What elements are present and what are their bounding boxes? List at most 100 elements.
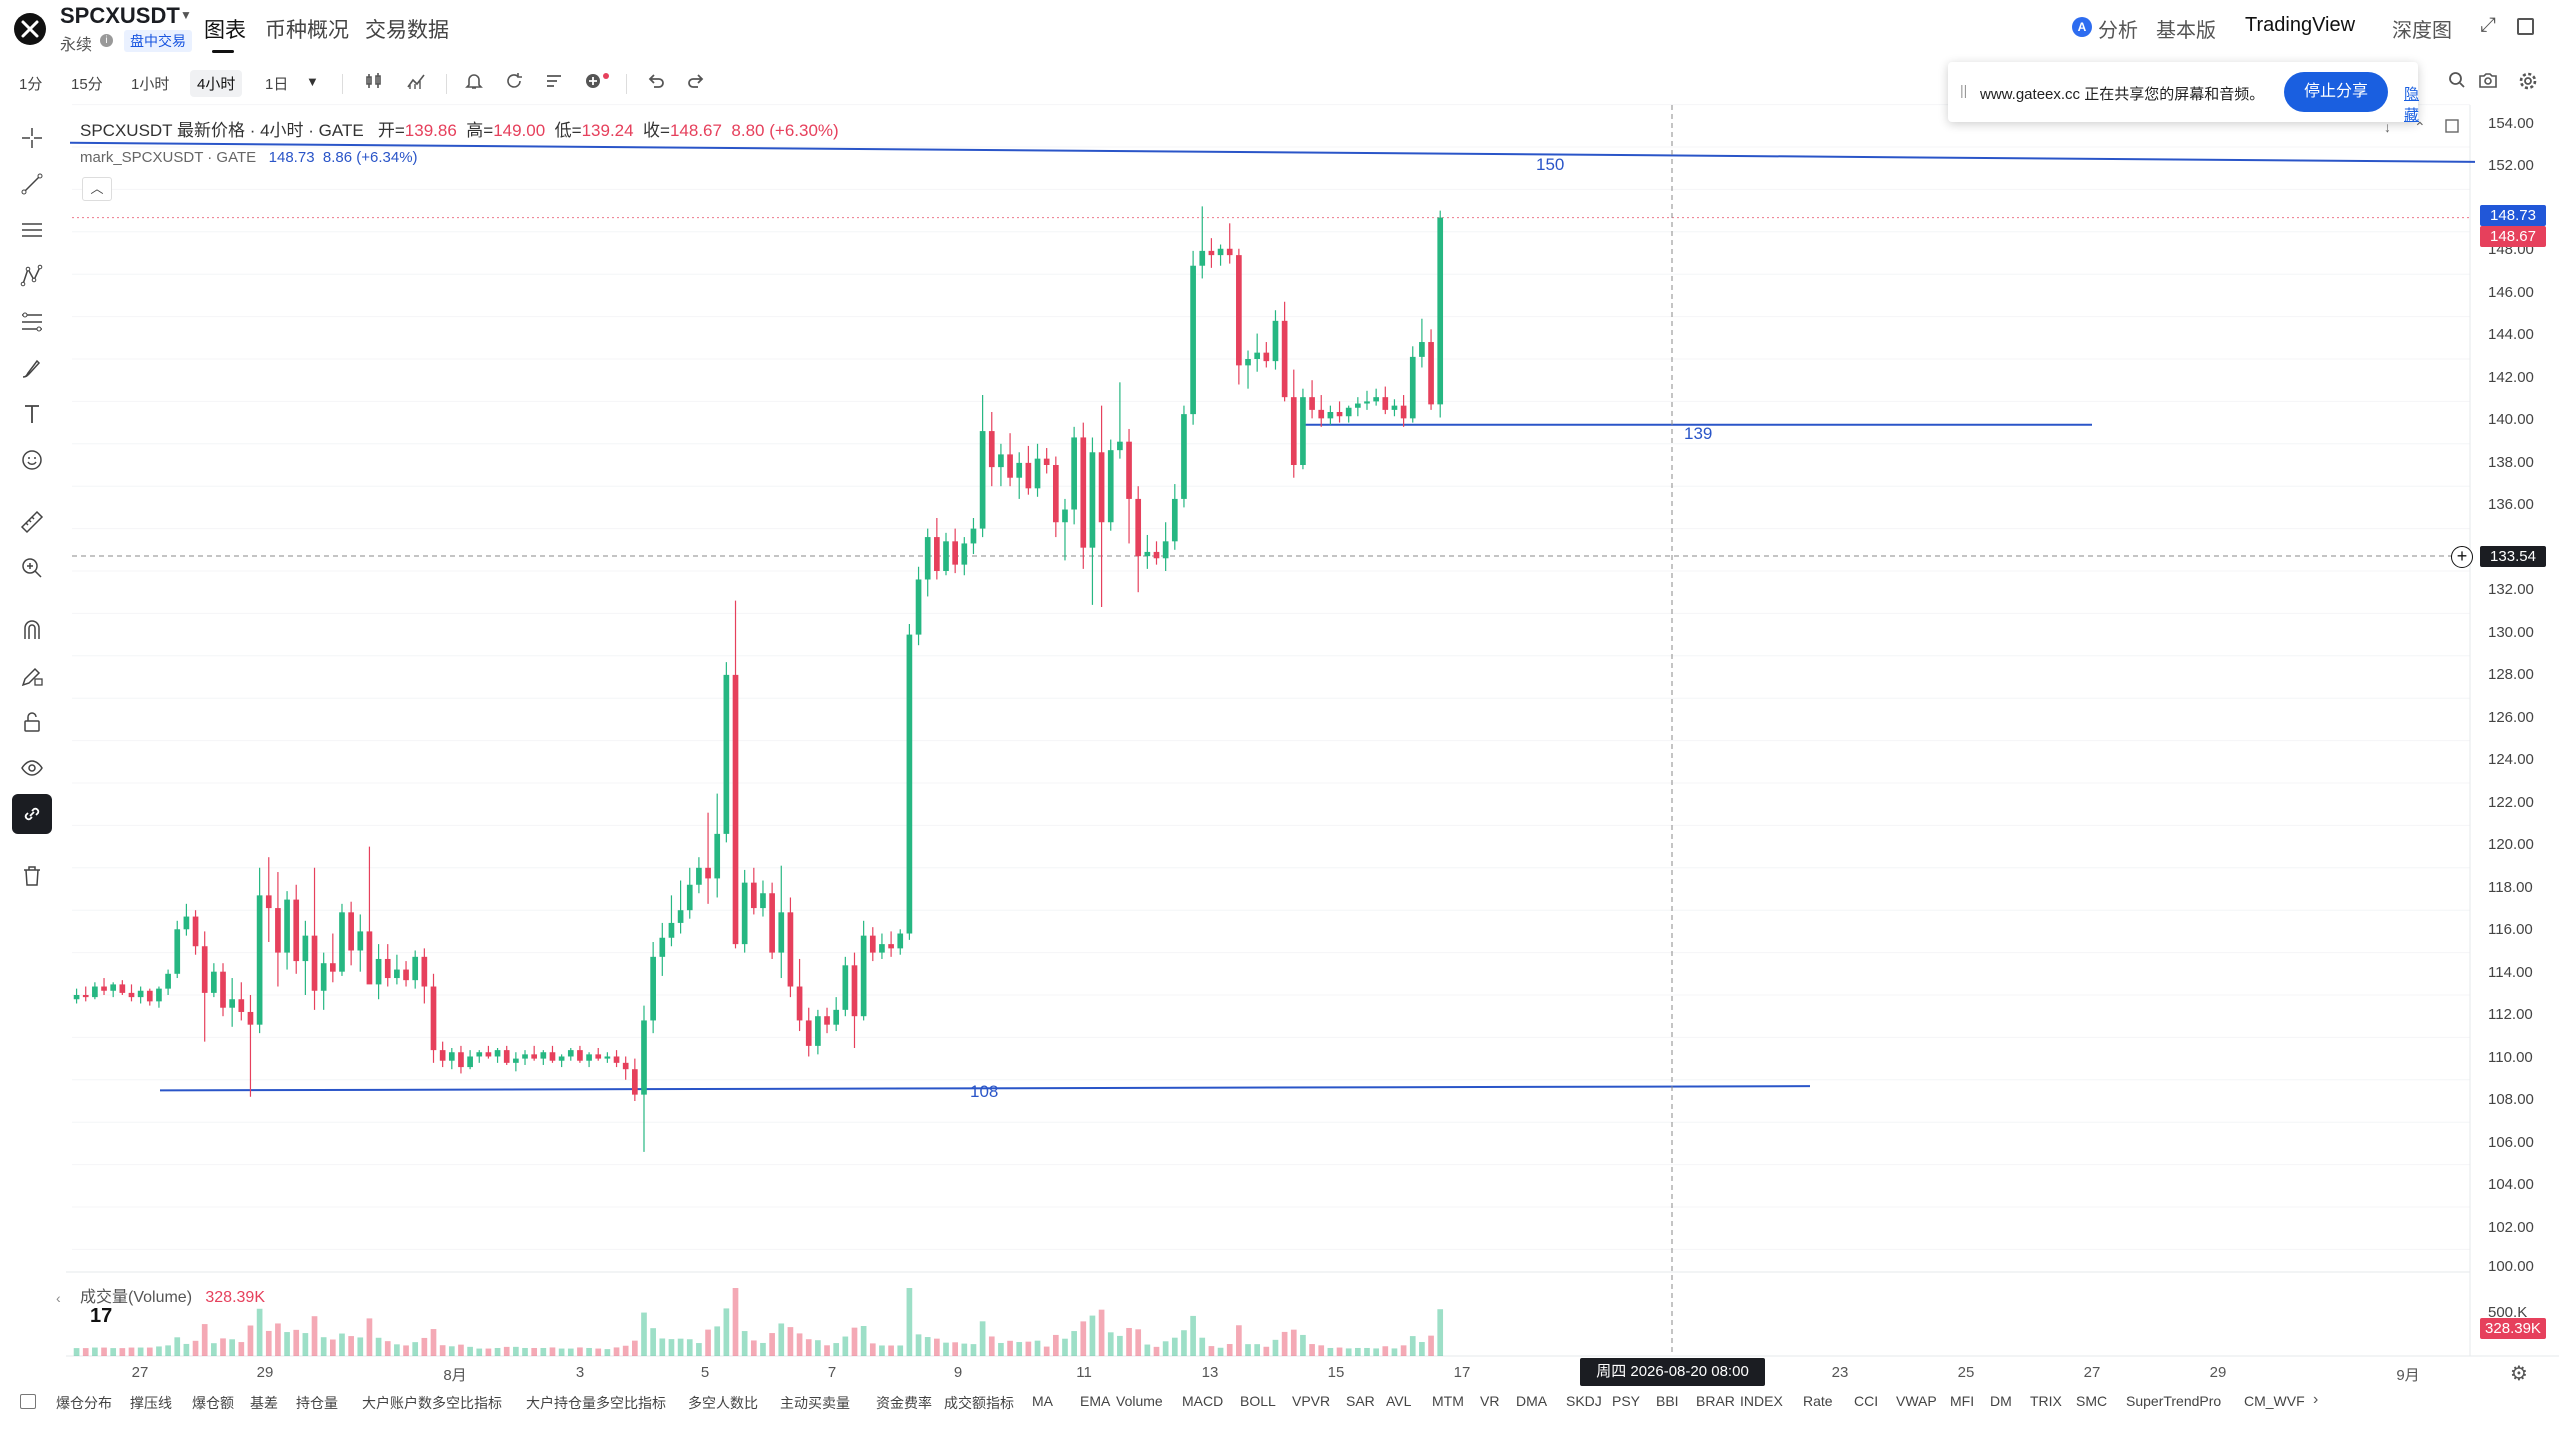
volume-bar xyxy=(1437,1309,1444,1356)
replay-icon[interactable] xyxy=(504,71,524,96)
indicator-02[interactable]: 爆仓额 xyxy=(192,1395,234,1411)
remove-drawings-tool[interactable] xyxy=(12,856,52,896)
indicator-31[interactable]: DM xyxy=(1990,1393,2012,1409)
collapse-legend-button[interactable]: ︿ xyxy=(82,177,112,201)
emoji-tool[interactable] xyxy=(12,440,52,480)
lock-drawings-tool[interactable] xyxy=(12,656,52,696)
timeframe-1h[interactable]: 1小时 xyxy=(131,76,170,93)
timeframe-4h[interactable]: 4小时 xyxy=(190,70,243,97)
add-alert-plus-icon[interactable]: + xyxy=(2451,546,2473,568)
indicator-08[interactable]: 主动买卖量 xyxy=(780,1395,850,1411)
analysis-button[interactable]: 分析 xyxy=(2098,20,2138,42)
volume-bar xyxy=(1016,1342,1023,1356)
tab-coin-overview[interactable]: 币种概况 xyxy=(265,19,349,42)
indicator-05[interactable]: 大户账户数多空比指标 xyxy=(362,1395,502,1411)
trend-line-tool[interactable] xyxy=(12,164,52,204)
zoom-in-tool[interactable] xyxy=(12,548,52,588)
drag-handle-icon[interactable]: || xyxy=(1960,82,1968,98)
lock-tool[interactable] xyxy=(12,702,52,742)
indicator-30[interactable]: MFI xyxy=(1950,1393,1975,1409)
indicator-03[interactable]: 基差 xyxy=(250,1395,278,1411)
chevron-right-icon[interactable]: › xyxy=(2313,1391,2319,1408)
indicator-17[interactable]: SAR xyxy=(1346,1393,1375,1409)
camera-icon[interactable] xyxy=(2478,71,2498,94)
indicator-23[interactable]: PSY xyxy=(1612,1393,1641,1409)
indicator-11[interactable]: MA xyxy=(1032,1393,1053,1409)
calendar-icon[interactable] xyxy=(20,1394,36,1409)
zoom-in-icon xyxy=(22,558,42,578)
fib-tool[interactable] xyxy=(12,302,52,342)
window-icon[interactable] xyxy=(2517,18,2534,35)
indicator-19[interactable]: MTM xyxy=(1432,1393,1464,1409)
basic-view-button[interactable]: 基本版 xyxy=(2156,20,2216,42)
chevron-down-icon[interactable]: ▼ xyxy=(180,8,192,22)
depth-chart-button[interactable]: 深度图 xyxy=(2392,20,2452,42)
axis-settings-gear-icon[interactable]: ⚙ xyxy=(2510,1363,2528,1385)
redo-icon[interactable] xyxy=(686,71,706,96)
indicator-35[interactable]: CM_WVF xyxy=(2244,1393,2305,1409)
volume-bar xyxy=(622,1345,629,1356)
chevron-left-icon[interactable]: ‹ xyxy=(56,1290,61,1306)
indicator-20[interactable]: VR xyxy=(1480,1393,1500,1409)
tab-chart[interactable]: 图表 xyxy=(204,19,246,42)
indicator-04[interactable]: 持仓量 xyxy=(296,1395,338,1411)
magnet-tool[interactable] xyxy=(12,610,52,650)
stop-sharing-button[interactable]: 停止分享 xyxy=(2284,72,2388,112)
indicator-27[interactable]: Rate xyxy=(1803,1393,1833,1409)
indicator-13[interactable]: Volume xyxy=(1116,1393,1163,1409)
indicator-28[interactable]: CCI xyxy=(1854,1393,1879,1409)
indicator-33[interactable]: SMC xyxy=(2076,1393,2108,1409)
indicator-34[interactable]: SuperTrendPro xyxy=(2126,1393,2222,1409)
analysis-icon[interactable]: A xyxy=(2072,17,2092,37)
hide-drawings-tool[interactable] xyxy=(12,748,52,788)
tradingview-logo-icon[interactable]: 17 xyxy=(90,1305,113,1327)
hide-banner-link[interactable]: 隐藏 xyxy=(2404,86,2420,124)
info-icon[interactable]: i xyxy=(100,34,113,47)
indicator-07[interactable]: 多空人数比 xyxy=(688,1395,758,1411)
ruler-tool[interactable] xyxy=(12,502,52,542)
indicators-icon[interactable] xyxy=(406,71,426,96)
timeframe-1d[interactable]: 1日 xyxy=(265,76,289,93)
indicator-01[interactable]: 撑压线 xyxy=(130,1395,172,1411)
sync-drawings-tool[interactable] xyxy=(12,794,52,834)
indicator-14[interactable]: MACD xyxy=(1182,1393,1224,1409)
undo-icon[interactable] xyxy=(646,71,666,96)
indicator-06[interactable]: 大户持仓量多空比指标 xyxy=(526,1395,666,1411)
indicator-09[interactable]: 资金费率 xyxy=(876,1395,932,1411)
indicator-15[interactable]: BOLL xyxy=(1240,1393,1276,1409)
tab-trading-data[interactable]: 交易数据 xyxy=(365,19,449,42)
indicator-26[interactable]: INDEX xyxy=(1740,1393,1783,1409)
search-icon[interactable] xyxy=(2448,71,2466,94)
timeframe-dropdown-icon[interactable]: ▼ xyxy=(306,74,319,89)
indicator-29[interactable]: VWAP xyxy=(1896,1393,1937,1409)
volume-bar xyxy=(256,1308,263,1356)
indicator-10[interactable]: 成交额指标 xyxy=(944,1395,1014,1411)
brush-tool[interactable] xyxy=(12,348,52,388)
symbol-selector[interactable]: SPCXUSDT xyxy=(60,3,180,28)
fullscreen-icon[interactable]: ⤢ xyxy=(2480,14,2496,36)
settings-gear-icon[interactable] xyxy=(2518,71,2538,96)
indicator-21[interactable]: DMA xyxy=(1516,1393,1548,1409)
indicator-32[interactable]: TRIX xyxy=(2030,1393,2062,1409)
indicator-00[interactable]: 爆仓分布 xyxy=(56,1395,112,1411)
candle-type-icon[interactable] xyxy=(364,71,384,96)
indicator-22[interactable]: SKDJ xyxy=(1566,1393,1602,1409)
add-indicator-icon[interactable] xyxy=(584,71,610,96)
indicator-12[interactable]: EMA xyxy=(1080,1393,1111,1409)
timeframe-1m[interactable]: 1分 xyxy=(19,76,43,93)
text-tool[interactable] xyxy=(12,394,52,434)
indicator-18[interactable]: AVL xyxy=(1386,1393,1412,1409)
volume-bar xyxy=(558,1348,565,1356)
indicator-16[interactable]: VPVR xyxy=(1292,1393,1331,1409)
indicator-25[interactable]: BRAR xyxy=(1696,1393,1735,1409)
tradingview-view-button[interactable]: TradingView xyxy=(2245,14,2356,36)
pattern-tool[interactable] xyxy=(12,256,52,296)
alert-icon[interactable] xyxy=(464,71,484,96)
indicator-24[interactable]: BBI xyxy=(1656,1393,1679,1409)
horizontal-lines-tool[interactable] xyxy=(12,210,52,250)
templates-icon[interactable] xyxy=(544,71,564,96)
timeframe-15m[interactable]: 15分 xyxy=(71,76,103,93)
crosshair-tool[interactable] xyxy=(12,118,52,158)
